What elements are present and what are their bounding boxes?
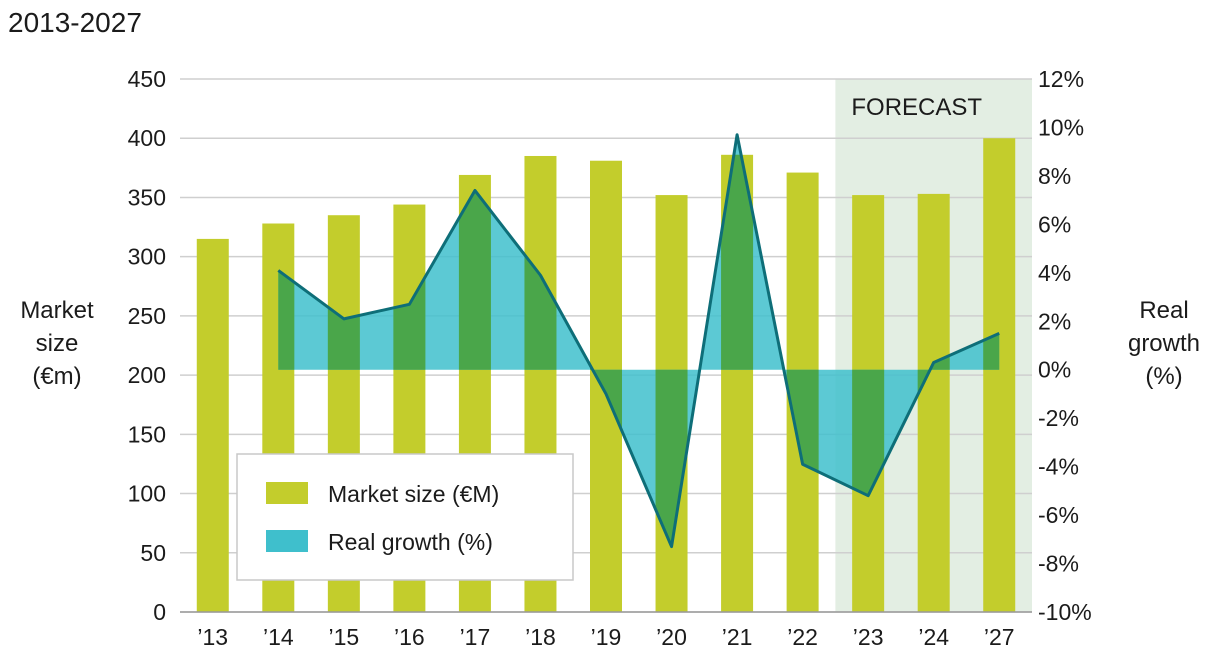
right-axis-ticks: -10% -8% -6% -4% -2% 0% 2% 4% 6% 8% 10% 12% (1038, 66, 1092, 625)
left-tick-label: 150 (128, 421, 166, 447)
x-tick-label: ’13 (197, 624, 228, 650)
legend: Market size (€M) Real growth (%) (237, 454, 573, 580)
right-axis-label: Real growth (%) (1128, 297, 1200, 390)
right-tick-label: 4% (1038, 260, 1071, 286)
x-tick-label: ’17 (460, 624, 491, 650)
right-tick-label: -10% (1038, 599, 1092, 625)
x-tick-label: ’21 (722, 624, 753, 650)
x-tick-label: ’23 (853, 624, 884, 650)
left-tick-label: 350 (128, 184, 166, 210)
right-tick-label: 8% (1038, 163, 1071, 189)
bar-market-size (983, 138, 1015, 612)
right-axis-label-line: growth (1128, 330, 1200, 357)
bar-market-size (918, 194, 950, 612)
left-tick-label: 400 (128, 125, 166, 151)
x-tick-label: ’22 (787, 624, 818, 650)
x-tick-label: ’18 (525, 624, 556, 650)
left-tick-label: 100 (128, 481, 166, 507)
left-tick-label: 50 (140, 540, 166, 566)
x-tick-label: ’16 (394, 624, 425, 650)
left-axis-label-line: (€m) (32, 363, 81, 390)
chart-title: 2013-2027 (8, 7, 142, 38)
left-axis-ticks: 0 50 100 150 200 250 300 350 400 450 (128, 66, 166, 625)
x-tick-label: ’24 (918, 624, 949, 650)
right-tick-label: -6% (1038, 502, 1079, 528)
x-tick-label: ’14 (263, 624, 294, 650)
legend-box (237, 454, 573, 580)
left-tick-label: 250 (128, 303, 166, 329)
x-tick-label: ’27 (984, 624, 1015, 650)
right-tick-label: -4% (1038, 454, 1079, 480)
right-tick-label: -2% (1038, 405, 1079, 431)
left-axis-label-line: size (36, 330, 79, 357)
legend-swatch (266, 482, 308, 504)
right-axis-label-line: Real (1139, 297, 1188, 324)
right-tick-label: 2% (1038, 308, 1071, 334)
left-axis-label: Market size (€m) (20, 297, 94, 390)
x-tick-label: ’15 (328, 624, 359, 650)
left-tick-label: 0 (153, 599, 166, 625)
right-tick-label: 6% (1038, 211, 1071, 237)
right-tick-label: 10% (1038, 114, 1084, 140)
left-axis-label-line: Market (20, 297, 94, 324)
right-axis-label-line: (%) (1145, 363, 1182, 390)
left-tick-label: 450 (128, 66, 166, 92)
x-axis-ticks: ’13 ’14 ’15 ’16 ’17 ’18 ’19 ’20 ’21 ’22 ’23 ’24 ’27 (197, 624, 1014, 650)
x-tick-label: ’20 (656, 624, 687, 650)
left-tick-label: 200 (128, 362, 166, 388)
x-tick-label: ’19 (591, 624, 622, 650)
right-tick-label: 0% (1038, 357, 1071, 383)
legend-label: Market size (€M) (328, 481, 499, 507)
bar-market-size (197, 239, 229, 612)
forecast-label: FORECAST (851, 94, 982, 121)
legend-label: Real growth (%) (328, 529, 493, 555)
right-tick-label: 12% (1038, 66, 1084, 92)
right-tick-label: -8% (1038, 551, 1079, 577)
left-tick-label: 300 (128, 244, 166, 270)
legend-swatch (266, 530, 308, 552)
